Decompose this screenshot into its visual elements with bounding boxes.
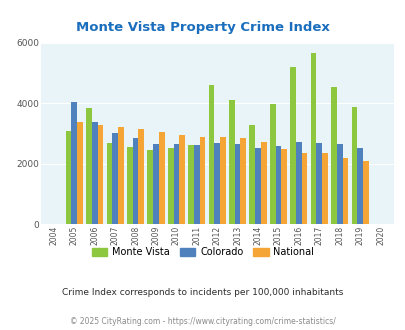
Bar [77, 122, 83, 224]
Bar [97, 125, 103, 224]
Bar [132, 138, 138, 224]
Bar [138, 129, 144, 224]
Text: Monte Vista Property Crime Index: Monte Vista Property Crime Index [76, 21, 329, 34]
Bar [269, 104, 275, 224]
Text: © 2025 CityRating.com - https://www.cityrating.com/crime-statistics/: © 2025 CityRating.com - https://www.city… [70, 317, 335, 326]
Bar [290, 67, 295, 224]
Bar [260, 142, 266, 224]
Bar [118, 127, 124, 224]
Bar [158, 132, 164, 224]
Bar [362, 161, 368, 224]
Bar [330, 87, 336, 224]
Bar [351, 107, 356, 224]
Bar [179, 135, 185, 224]
Bar [199, 137, 205, 224]
Bar [208, 85, 214, 224]
Bar [106, 143, 112, 224]
Bar [112, 133, 118, 224]
Bar [275, 147, 281, 224]
Bar [228, 100, 234, 224]
Bar [255, 148, 260, 224]
Bar [281, 149, 286, 224]
Bar [173, 144, 179, 224]
Bar [295, 142, 301, 224]
Bar [66, 131, 71, 224]
Bar [321, 153, 327, 224]
Bar [86, 108, 92, 224]
Text: Crime Index corresponds to incidents per 100,000 inhabitants: Crime Index corresponds to incidents per… [62, 287, 343, 297]
Bar [315, 143, 321, 224]
Bar [153, 144, 158, 224]
Bar [342, 158, 347, 224]
Bar [127, 147, 132, 224]
Bar [92, 122, 97, 224]
Bar [310, 53, 315, 224]
Bar [188, 145, 194, 224]
Bar [220, 137, 225, 224]
Bar [249, 125, 255, 224]
Bar [194, 145, 199, 224]
Bar [336, 144, 342, 224]
Bar [301, 153, 307, 224]
Bar [71, 102, 77, 224]
Bar [240, 139, 245, 224]
Bar [356, 148, 362, 224]
Bar [167, 148, 173, 224]
Bar [214, 143, 220, 224]
Legend: Monte Vista, Colorado, National: Monte Vista, Colorado, National [87, 243, 318, 261]
Bar [234, 144, 240, 224]
Bar [147, 150, 153, 224]
